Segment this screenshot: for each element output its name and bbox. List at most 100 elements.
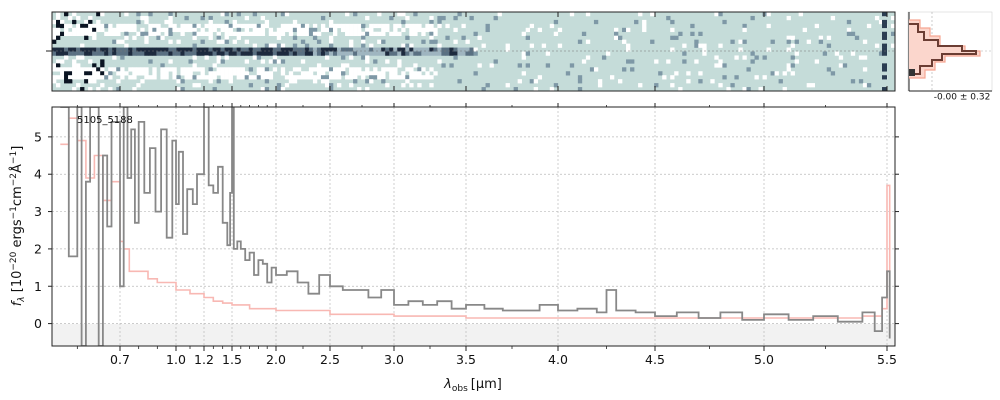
spectrum-2d-pixel	[200, 75, 205, 80]
spectrum-2d-pixel	[333, 47, 338, 52]
spectrum-2d-pixel	[453, 55, 458, 60]
y-tick-label: 1	[34, 279, 42, 294]
spectrum-2d-pixel	[385, 67, 390, 72]
spectrum-2d-pixel	[453, 47, 458, 52]
spectrum-2d-pixel	[80, 27, 85, 33]
spectrum-2d-pixel	[858, 79, 864, 84]
spectrum-2d-pixel	[577, 75, 583, 80]
spectrum-2d-pixel	[882, 19, 887, 25]
spectrum-2d-pixel	[377, 31, 382, 36]
spectrum-2d-pixel	[650, 12, 655, 17]
spectrum-2d-pixel	[373, 23, 378, 29]
spectrum-2d-pixel	[461, 23, 466, 29]
spectrum-2d-pixel	[389, 47, 394, 52]
spectrum-2d-pixel	[96, 75, 101, 80]
spectrum-2d-pixel	[276, 31, 282, 36]
y-axis-label-exp4: −1	[9, 151, 19, 164]
spectrum-2d-pixel	[882, 63, 887, 68]
spectrum-2d-pixel	[108, 23, 113, 29]
spectrum-2d-pixel	[196, 23, 201, 29]
spectrum-2d-pixel	[156, 31, 161, 36]
spectrum-2d-pixel	[156, 47, 161, 52]
spectrum-2d-pixel	[244, 59, 249, 64]
spectrum-2d-pixel	[176, 87, 181, 91]
spectrum-2d-pixel	[357, 47, 362, 52]
spectrum-2d-pixel	[425, 47, 430, 52]
spectrum-2d-pixel	[212, 51, 217, 56]
spectrum-2d-pixel	[196, 83, 201, 88]
spectrum-2d-pixel	[148, 51, 153, 56]
spectrum-2d-pixel	[224, 23, 229, 29]
spectrum-2d-pixel	[361, 35, 366, 40]
spectrum-2d-pixel	[68, 15, 73, 21]
spectrum-2d-pixel	[52, 31, 57, 36]
spectrum-2d-pixel	[437, 43, 442, 48]
spectrum-2d-pixel	[72, 19, 77, 25]
x-tick-label: 5.5	[877, 352, 897, 367]
spectrum-2d-pixel	[304, 71, 310, 76]
spectrum-2d-pixel	[236, 27, 241, 33]
spectrum-2d-pixel	[324, 75, 330, 80]
spectrum-2d-pixel	[80, 71, 85, 76]
spectrum-2d-pixel	[188, 59, 193, 64]
spectrum-2d-pixel	[361, 31, 366, 36]
spectrum-2d-pixel	[228, 79, 233, 84]
spectrum-2d-pixel	[316, 63, 322, 68]
spectrum-2d-pixel	[577, 39, 583, 44]
spectrum-2d-pixel	[216, 67, 221, 72]
spectrum-2d-pixel	[349, 55, 354, 60]
spectrum-2d-pixel	[100, 67, 105, 72]
spectrum-2d-pixel	[208, 79, 213, 84]
spectrum-2d-pixel	[192, 23, 197, 29]
spectrum-2d-pixel	[276, 47, 282, 52]
spectrum-2d-pixel	[405, 23, 410, 29]
spectrum-2d-pixel	[413, 27, 418, 33]
spectrum-2d-pixel	[385, 27, 390, 33]
spectrum-2d-pixel	[882, 43, 887, 48]
spectrum-2d-pixel	[798, 12, 803, 17]
spectrum-2d-pixel	[148, 12, 153, 17]
spectrum-2d-pixel	[192, 83, 197, 88]
spectrum-2d-pixel	[304, 31, 310, 36]
spectrum-2d-pixel	[666, 15, 671, 21]
spectrum-2d-pixel	[320, 51, 326, 56]
spectrum-2d-pixel	[397, 31, 402, 36]
spectrum-2d-pixel	[144, 35, 149, 40]
spectrum-2d-pixel	[525, 63, 530, 68]
spectrum-2d-pixel	[68, 67, 73, 72]
spectrum-2d-pixel	[401, 83, 406, 88]
spectrum-2d-pixel	[156, 27, 161, 33]
spectrum-2d-pixel	[308, 31, 314, 36]
spectrum-2d-pixel	[377, 39, 382, 44]
spectrum-2d-pixel	[457, 12, 462, 17]
spectrum-2d-pixel	[333, 75, 338, 80]
spectrum-2d-pixel	[88, 31, 93, 36]
spectrum-2d-pixel	[88, 71, 93, 76]
spectrum-2d-pixel	[357, 87, 362, 91]
spectrum-2d-pixel	[108, 27, 113, 33]
spectrum-2d-pixel	[260, 51, 266, 56]
spectrum-2d-pixel	[104, 51, 109, 56]
spectrum-2d-pixel	[176, 27, 181, 33]
spectrum-2d-pixel	[184, 75, 189, 80]
spectrum-2d-pixel	[312, 51, 318, 56]
spectrum-2d-pixel	[365, 59, 370, 64]
spectrum-2d-pixel	[128, 27, 133, 33]
spectrum-2d-pixel	[557, 27, 563, 33]
spectrum-2d-pixel	[52, 79, 57, 84]
spectrum-2d-pixel	[268, 51, 274, 56]
spectrum-2d-pixel	[264, 47, 270, 52]
spectrum-2d-pixel	[208, 27, 213, 33]
spectrum-2d-pixel	[320, 23, 326, 29]
spectrum-2d-pixel	[445, 23, 450, 29]
spectrum-2d-pixel	[60, 23, 65, 29]
spectrum-2d-pixel	[148, 47, 153, 52]
x-tick-label: 4.0	[548, 352, 568, 367]
spectrum-2d-pixel	[854, 35, 860, 40]
spectrum-2d-pixel	[328, 71, 334, 76]
spectrum-2d-pixel	[485, 83, 490, 88]
spectrum-2d-pixel	[192, 75, 197, 80]
spectrum-2d-pixel	[92, 79, 97, 84]
spectrum-2d-pixel	[585, 12, 591, 17]
spectrum-2d-pixel	[252, 31, 258, 36]
